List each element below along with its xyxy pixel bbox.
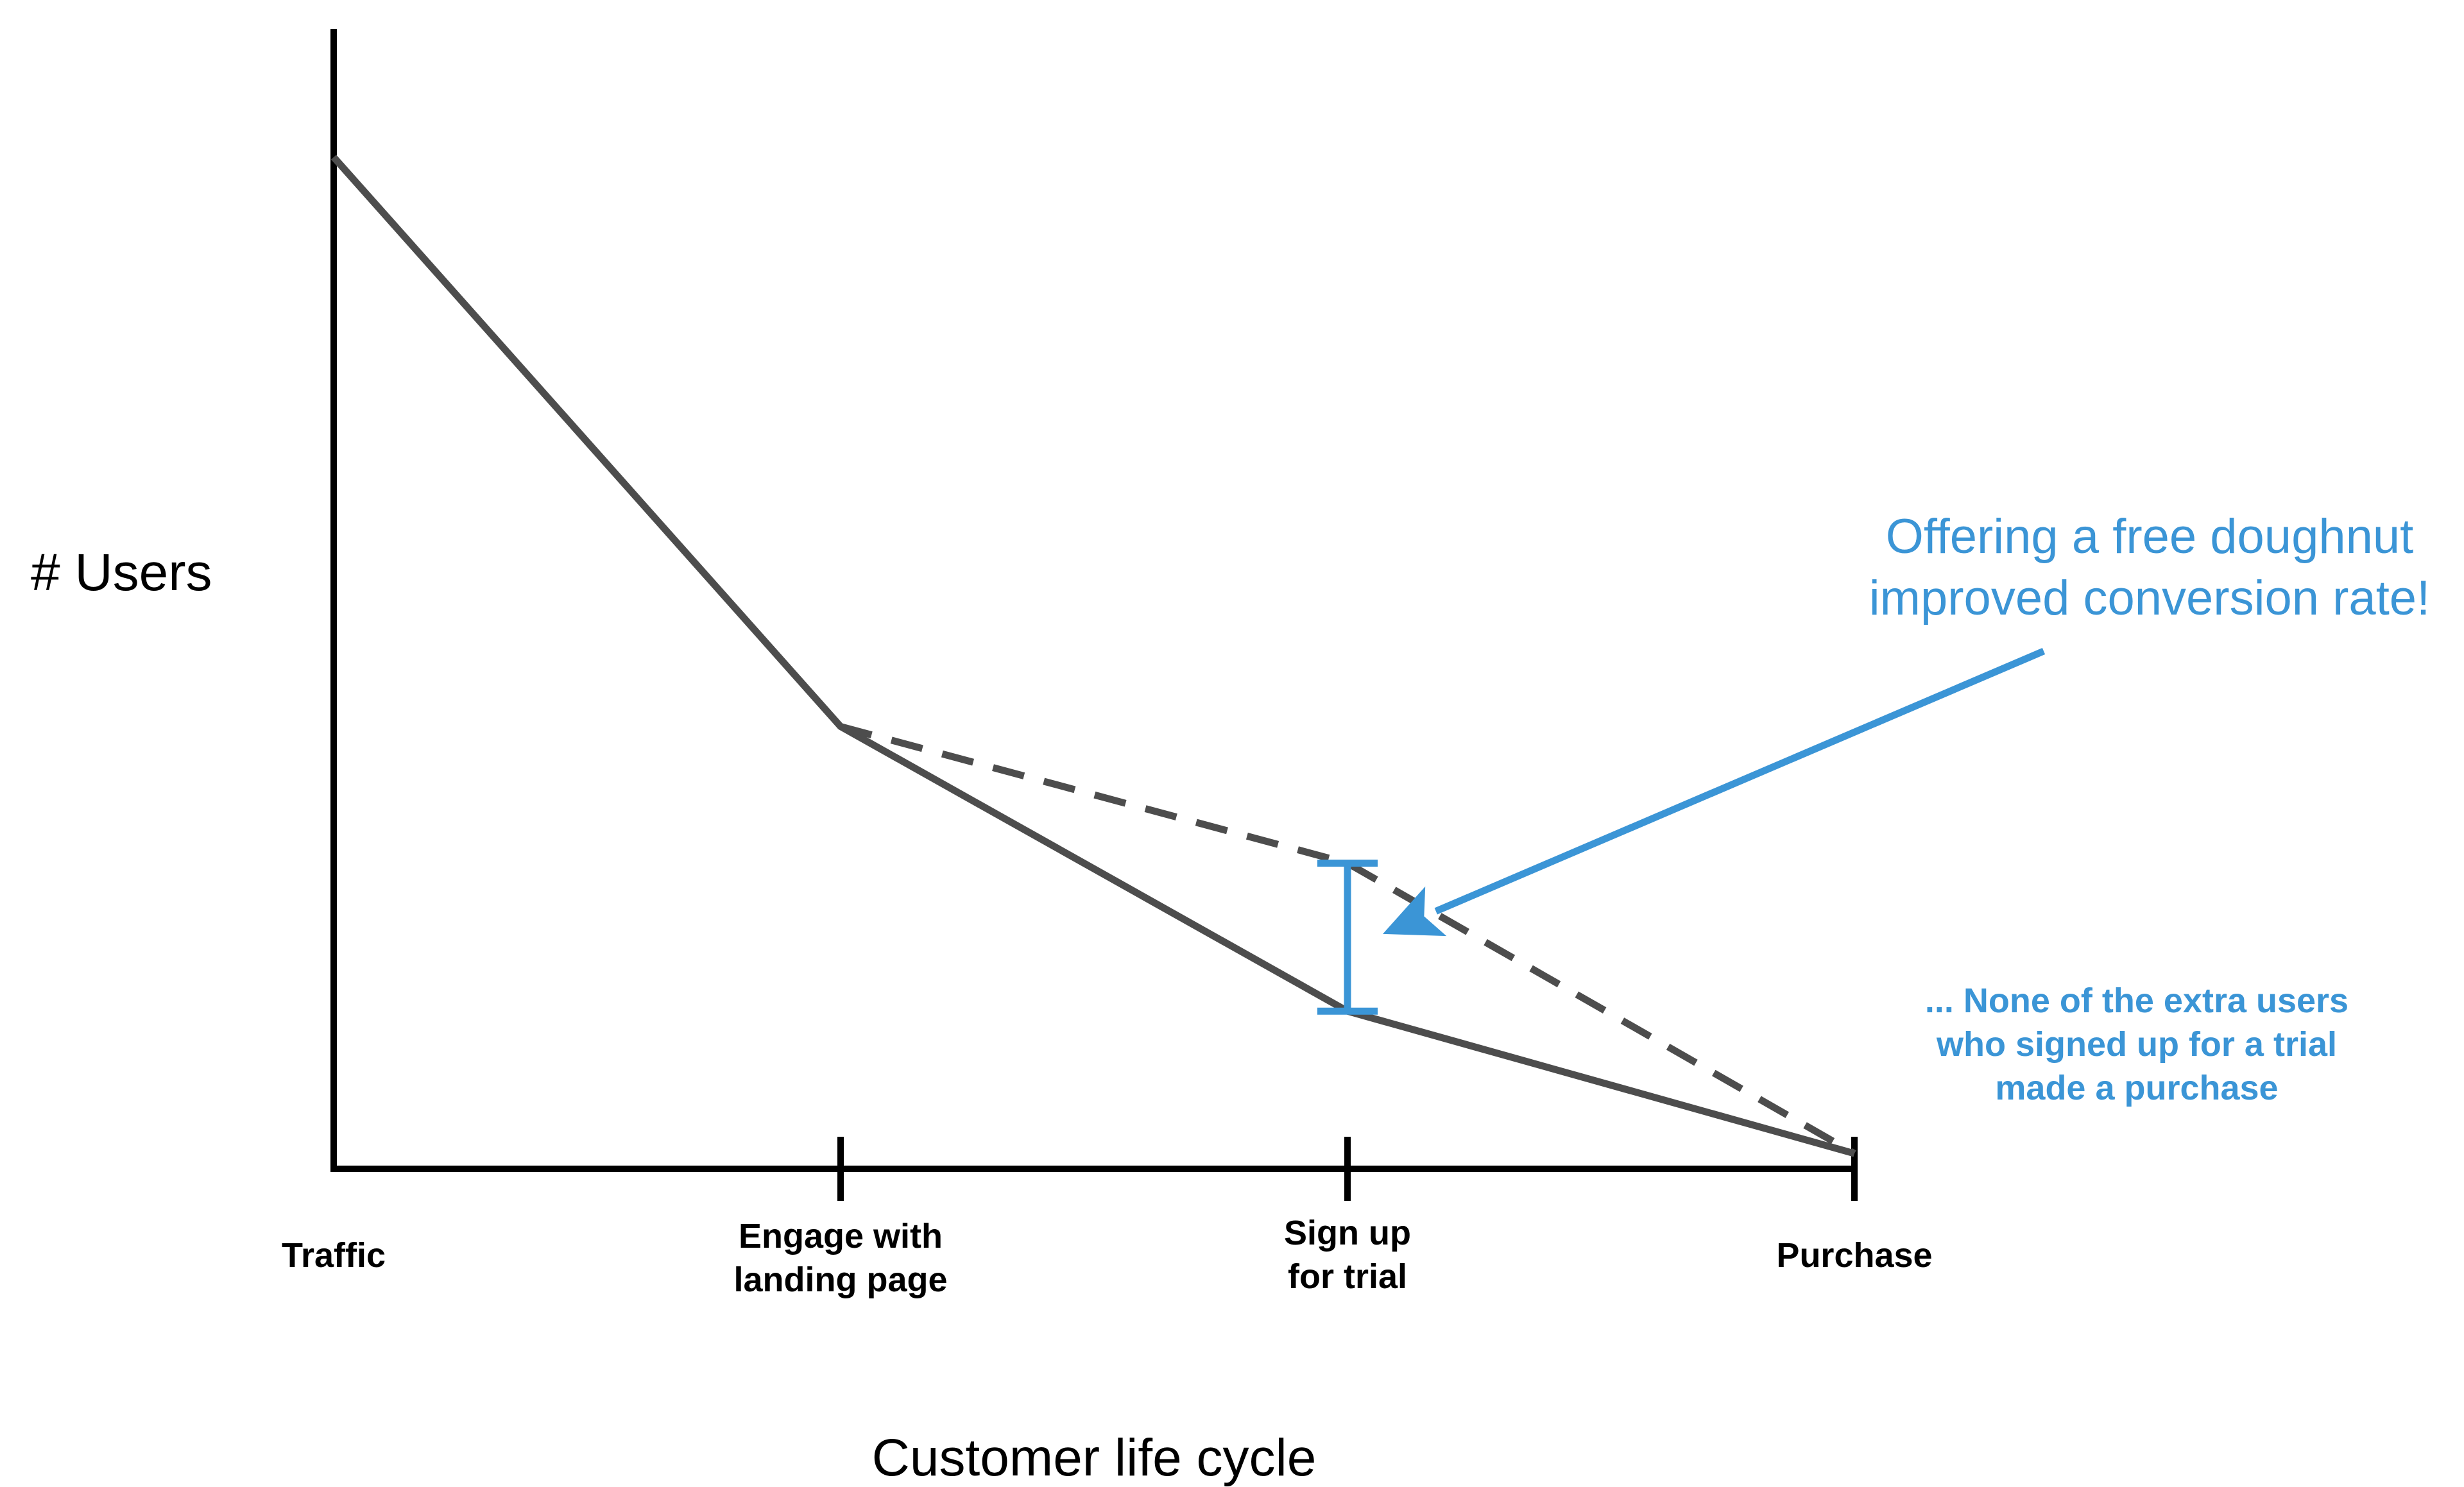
- annotation-no-purchase: ... None of the extra users who signed up…: [1925, 981, 2348, 1107]
- x-ticks: [837, 1137, 1858, 1201]
- y-axis-title: # Users: [31, 543, 212, 602]
- solid-series-line: [330, 155, 1856, 1157]
- annotation-arrow-head: [1383, 886, 1447, 937]
- x-tick-label: Purchase: [1776, 1236, 1932, 1275]
- x-tick-label: Traffic: [282, 1236, 386, 1275]
- annotation-arrow-shaft: [1434, 647, 2046, 915]
- series-layer: [330, 155, 1856, 1157]
- annotation-conversion: Offering a free doughnut improved convers…: [1869, 509, 2430, 625]
- dashed-series-line: [839, 723, 1856, 1157]
- bracket-layer: [1317, 860, 1378, 1015]
- arrow-layer: [1383, 647, 2046, 937]
- x-tick-labels: Traffic Engage with landing page Sign up for…: [282, 1214, 1933, 1299]
- annotation-layer: Offering a free doughnut improved convers…: [1869, 509, 2430, 1107]
- x-tick-label: Engage with landing page: [733, 1217, 947, 1299]
- x-tick-label: Sign up for trial: [1284, 1214, 1411, 1296]
- x-axis-title: Customer life cycle: [872, 1429, 1317, 1487]
